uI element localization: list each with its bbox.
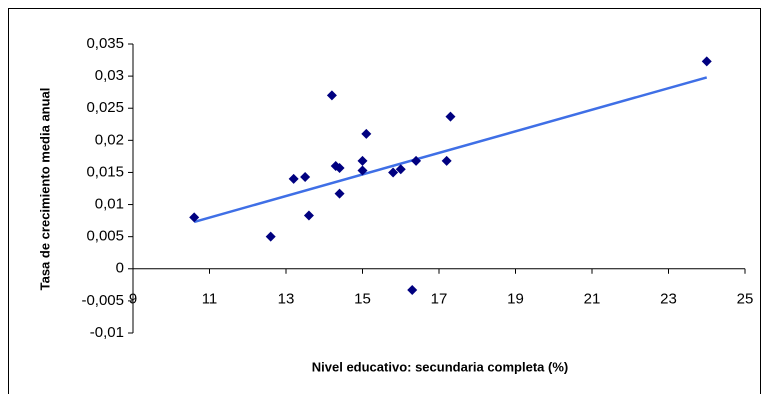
- point: [407, 284, 418, 295]
- x-tick-label: 23: [660, 291, 677, 308]
- point: [701, 56, 712, 67]
- y-tick-label: -0,01: [90, 324, 124, 341]
- x-tick-label: 13: [278, 291, 295, 308]
- point: [300, 171, 311, 182]
- x-tick-label: 15: [354, 291, 371, 308]
- x-tick-label: 19: [507, 291, 524, 308]
- trendline: [193, 76, 708, 224]
- y-tick-label: 0,01: [95, 196, 124, 213]
- y-tick-label: -0,005: [81, 292, 124, 309]
- x-tick-label: 11: [202, 291, 218, 308]
- chart-frame: [8, 8, 761, 394]
- x-tick-label: 17: [431, 291, 448, 308]
- point: [326, 90, 337, 101]
- x-tick-label: 9: [129, 291, 137, 308]
- point: [334, 162, 345, 173]
- point: [441, 155, 452, 166]
- point: [189, 212, 200, 223]
- point: [445, 111, 456, 122]
- point: [388, 167, 399, 178]
- point: [334, 188, 345, 199]
- point: [303, 210, 314, 221]
- point: [395, 164, 406, 175]
- x-tick-label: 25: [737, 291, 754, 308]
- point: [265, 231, 276, 242]
- y-tick-label: 0,005: [86, 228, 124, 245]
- point: [288, 173, 299, 184]
- x-axis-title: Nivel educativo: secundaria completa (%): [312, 359, 568, 374]
- x-tick-label: 21: [584, 291, 601, 308]
- point: [411, 155, 422, 166]
- point: [361, 128, 372, 139]
- y-tick-label: 0,025: [86, 99, 124, 116]
- y-tick-label: 0,03: [95, 67, 124, 84]
- point: [357, 155, 368, 166]
- y-tick-label: 0,02: [95, 131, 124, 148]
- y-tick-label: 0,035: [86, 35, 124, 52]
- point: [357, 165, 368, 176]
- y-axis-title: Tasa de crecimiento media anual: [37, 88, 52, 291]
- y-tick-label: 0: [116, 260, 124, 277]
- y-tick-label: 0,015: [86, 163, 124, 180]
